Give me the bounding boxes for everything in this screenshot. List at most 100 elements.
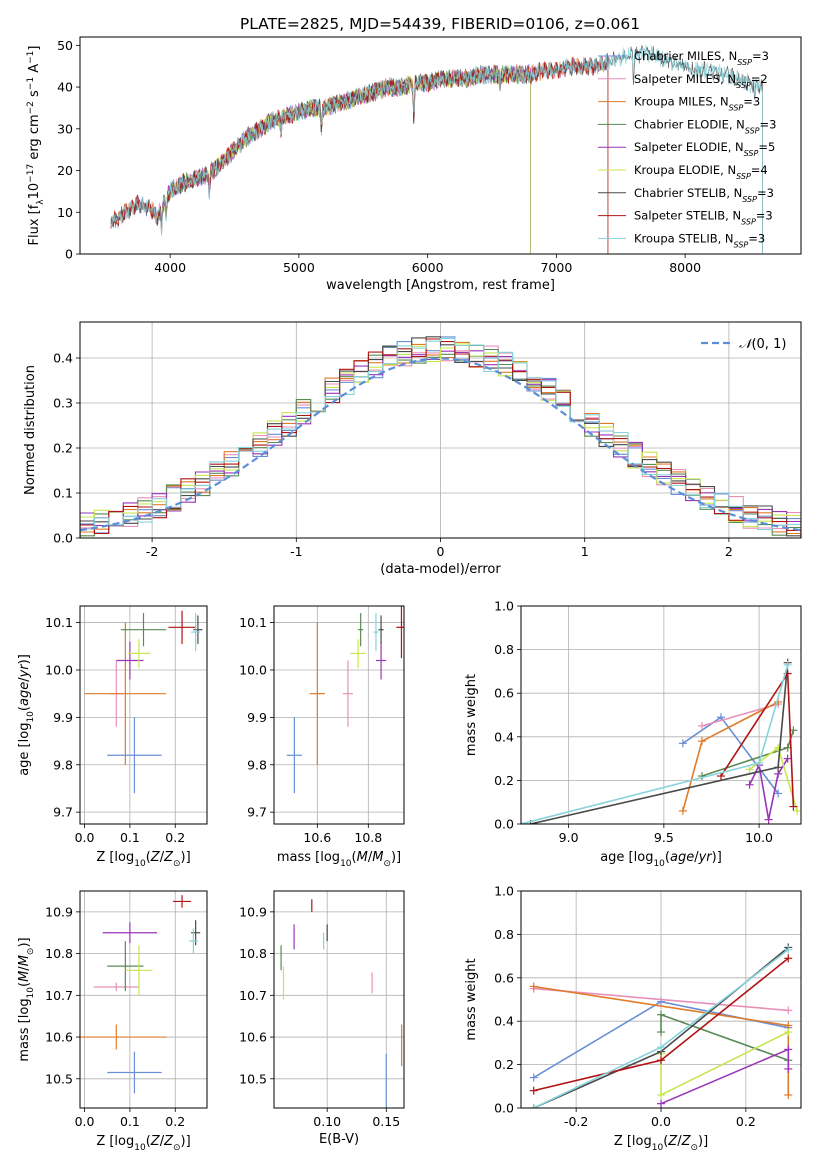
spectrum-line <box>110 55 609 254</box>
axes-frame <box>520 890 802 1109</box>
y-tick-label: 0.0 <box>53 531 73 546</box>
label-part: λ <box>36 199 46 205</box>
label-part: 10 <box>27 183 42 200</box>
label-part: Z <box>667 1134 678 1149</box>
y-tick-label: 10.8 <box>45 946 73 961</box>
legend-text: SSP <box>737 58 752 67</box>
label-part: ⊙ <box>383 859 391 869</box>
legend-entry: Chabrier MILES, NSSP=3 <box>634 49 769 67</box>
plot-area <box>286 606 404 794</box>
label-part: / <box>17 677 32 682</box>
axes-mass-vs-EBV: 0.10 0.15 10.5 10.6 10.7 10.8 10.9 E(B-V) <box>239 890 405 1147</box>
weight-line <box>660 1031 789 1097</box>
gridlines <box>80 891 207 1108</box>
y-tick-label: 9.9 <box>247 710 267 725</box>
label-part: mass [log <box>277 850 340 865</box>
label-part: Z <box>163 850 174 865</box>
legend-text: SSP <box>744 149 759 158</box>
legend-entry: 𝒩(0, 1) <box>739 337 786 352</box>
x-tick-label: 0.10 <box>313 1114 341 1129</box>
y-tick-label: 0.4 <box>494 1014 514 1029</box>
x-axis-label: E(B-V) <box>319 1132 359 1147</box>
weight-line <box>530 662 789 824</box>
legend-text: SSP <box>742 194 757 203</box>
y-tick-label: 1.0 <box>494 599 514 614</box>
x-tick-label: 0.2 <box>165 1114 185 1129</box>
label-part: ⊙ <box>173 1143 181 1153</box>
x-axis-label: mass [log10(M/M⊙)] <box>277 850 401 869</box>
y-tick-label: 0.0 <box>494 1101 514 1116</box>
spectrum-line <box>110 54 609 254</box>
y-tick-label: 30 <box>57 121 73 136</box>
x-tick-label: 0.0 <box>75 830 95 845</box>
y-tick-label: 0.8 <box>494 642 514 657</box>
axes-frame <box>79 36 802 255</box>
legend-text: Salpeter MILES, N <box>634 72 736 86</box>
legend-entry: Chabrier ELODIE, NSSP=3 <box>634 117 776 135</box>
axes-frame <box>273 890 405 1109</box>
legend-text: (0, 1) <box>751 337 786 352</box>
label-part: Z <box>163 1134 174 1149</box>
spectrum-line <box>156 64 531 254</box>
label-part: −2 <box>26 101 36 114</box>
label-part: M <box>17 955 32 966</box>
label-part: Z <box>681 1134 692 1149</box>
y-tick-label: 10.5 <box>45 1071 73 1086</box>
legend-text: Kroupa MILES, N <box>634 95 729 109</box>
x-axis-label: (data-model)/error <box>380 562 501 577</box>
legend-text: Chabrier MILES, N <box>634 49 737 63</box>
label-part: Z <box>150 1134 161 1149</box>
y-tick-label: 50 <box>57 38 73 53</box>
y-tick-label: 9.9 <box>53 710 73 725</box>
label-part: Z <box>150 850 161 865</box>
legend: 𝒩(0, 1) <box>701 337 786 352</box>
axes-mass-vs-Z: 0.0 0.1 0.210.510.610.710.810.9Z [log10(Z/… <box>17 890 208 1153</box>
legend-text: Salpeter STELIB, N <box>634 209 741 223</box>
x-tick-label: 0.2 <box>736 1114 756 1129</box>
y-tick-label: 0 <box>65 247 73 262</box>
gridlines <box>274 891 404 1108</box>
y-tick-label: 40 <box>57 80 73 95</box>
legend-text: =3 <box>743 95 760 109</box>
spectrum-line <box>110 55 609 254</box>
legend-text: =5 <box>758 140 775 154</box>
legend-entry: Salpeter ELODIE, NSSP=5 <box>634 140 775 158</box>
y-axis-label: mass weight <box>464 674 479 756</box>
legend-text: Chabrier ELODIE, N <box>634 117 745 131</box>
axes-weight-vs-Z: -0.2 0.0 0.20.00.20.40.60.81.0Z [log10(Z/Z… <box>464 884 802 1153</box>
label-part: ( <box>146 850 151 865</box>
figure-title: PLATE=2825, MJD=54439, FIBERID=0106, z=0… <box>240 15 640 33</box>
label-part: age [log <box>17 723 32 776</box>
label-part: yr <box>698 850 714 865</box>
legend-text: SSP <box>736 80 751 89</box>
spectrum-line <box>156 65 531 254</box>
label-part: ⊙ <box>690 1143 698 1153</box>
x-tick-label: 7000 <box>540 260 572 275</box>
x-tick-label: 1 <box>581 544 589 559</box>
y-tick-label: 0.2 <box>494 1057 514 1072</box>
legend-text: SSP <box>736 172 751 181</box>
label-part: / <box>368 850 373 865</box>
y-tick-label: 20 <box>57 163 73 178</box>
legend-text: =3 <box>757 186 774 200</box>
legend-entry: Kroupa MILES, NSSP=3 <box>634 95 760 113</box>
legend-text: =3 <box>760 117 777 131</box>
x-tick-label: 0.1 <box>120 830 140 845</box>
y-tick-label: 10.6 <box>239 1030 267 1045</box>
y-tick-label: 0.4 <box>494 729 514 744</box>
x-tick-label: 8000 <box>669 260 701 275</box>
y-axis-label: age [log10(age/yr)] <box>17 654 36 776</box>
legend-text: SSP <box>741 217 756 226</box>
y-tick-label: 0.6 <box>494 686 514 701</box>
label-part: 10 <box>26 987 36 999</box>
label-part: 10 <box>134 1143 146 1153</box>
legend-entry: Kroupa STELIB, NSSP=3 <box>634 231 765 249</box>
x-tick-label: 2 <box>725 544 733 559</box>
axes-frame <box>79 321 802 539</box>
legend-entry: Kroupa ELODIE, NSSP=4 <box>634 163 768 181</box>
y-tick-label: 10.0 <box>45 662 73 677</box>
label-part: −17 <box>26 164 36 183</box>
label-part: )] <box>17 654 32 664</box>
